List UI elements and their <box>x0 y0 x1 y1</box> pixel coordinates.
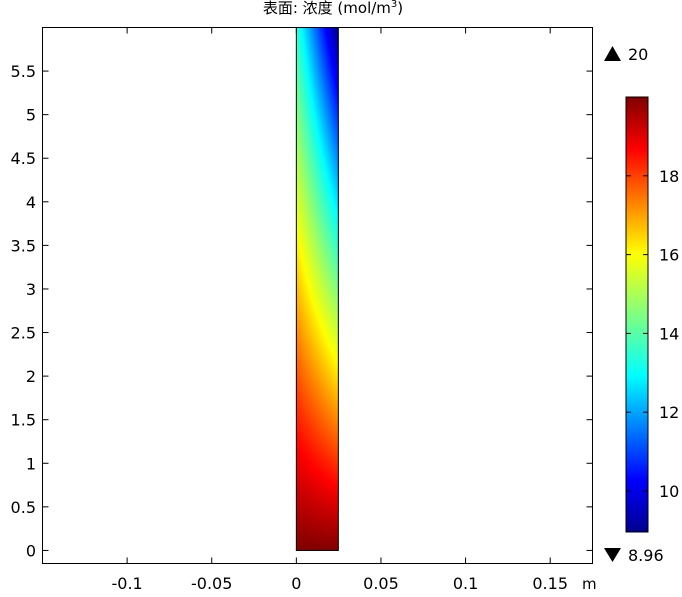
x-tick-label: 0 <box>291 574 301 593</box>
y-tick-label: 2 <box>26 367 36 386</box>
y-tick-label: 1.5 <box>11 411 36 430</box>
y-tick-label: 5.5 <box>11 62 36 81</box>
y-tick-label: 4 <box>26 193 36 212</box>
title-suffix: ) <box>397 0 403 17</box>
colorbar-min-triangle <box>604 548 621 562</box>
chart-title: 表面: 浓度 (mol/m3) <box>263 0 403 17</box>
colorbar-min-label: 8.96 <box>628 546 664 565</box>
x-tick-label: 0.1 <box>453 574 478 593</box>
colorbar-tick-label: 14 <box>659 324 679 343</box>
heatmap-domain-container <box>296 27 339 551</box>
y-tick-label: 4.5 <box>11 149 36 168</box>
colorbar-tick-label: 12 <box>659 403 679 422</box>
x-tick-label: 0.05 <box>363 574 399 593</box>
title-superscript: 3 <box>391 0 397 10</box>
colorbar-tick-label: 10 <box>659 482 679 501</box>
x-tick-label: 0.15 <box>532 574 568 593</box>
heatmap-domain <box>296 27 339 551</box>
y-tick-label: 3 <box>26 280 36 299</box>
colorbar-ticks: 10 12 14 16 18 <box>626 167 679 501</box>
x-axis-unit: m <box>582 575 597 593</box>
plot-frame <box>42 27 593 564</box>
y-tick-label: 0 <box>26 541 36 560</box>
colorbar <box>625 96 649 533</box>
colorbar-tick-label: 16 <box>659 246 679 265</box>
y-tick-label: 2.5 <box>11 324 36 343</box>
y-tick-label: 0.5 <box>11 498 36 517</box>
y-tick-label: 1 <box>26 454 36 473</box>
colorbar-max-triangle <box>604 46 621 61</box>
x-tick-label: -0.05 <box>191 574 232 593</box>
y-tick-label: 5 <box>26 106 36 125</box>
colorbar-tick-label: 18 <box>659 167 679 186</box>
x-tick-label: -0.1 <box>112 574 143 593</box>
colorbar-max-label: 20 <box>628 45 648 64</box>
y-axis: 0 0.5 1 1.5 2 2.5 3 3.5 4 4.5 5 5.5 <box>11 62 593 560</box>
y-tick-label: 3.5 <box>11 236 36 255</box>
title-prefix: 表面: 浓度 (mol/m <box>263 0 391 17</box>
x-axis: -0.1 -0.05 0 0.05 0.1 0.15 <box>112 27 568 593</box>
